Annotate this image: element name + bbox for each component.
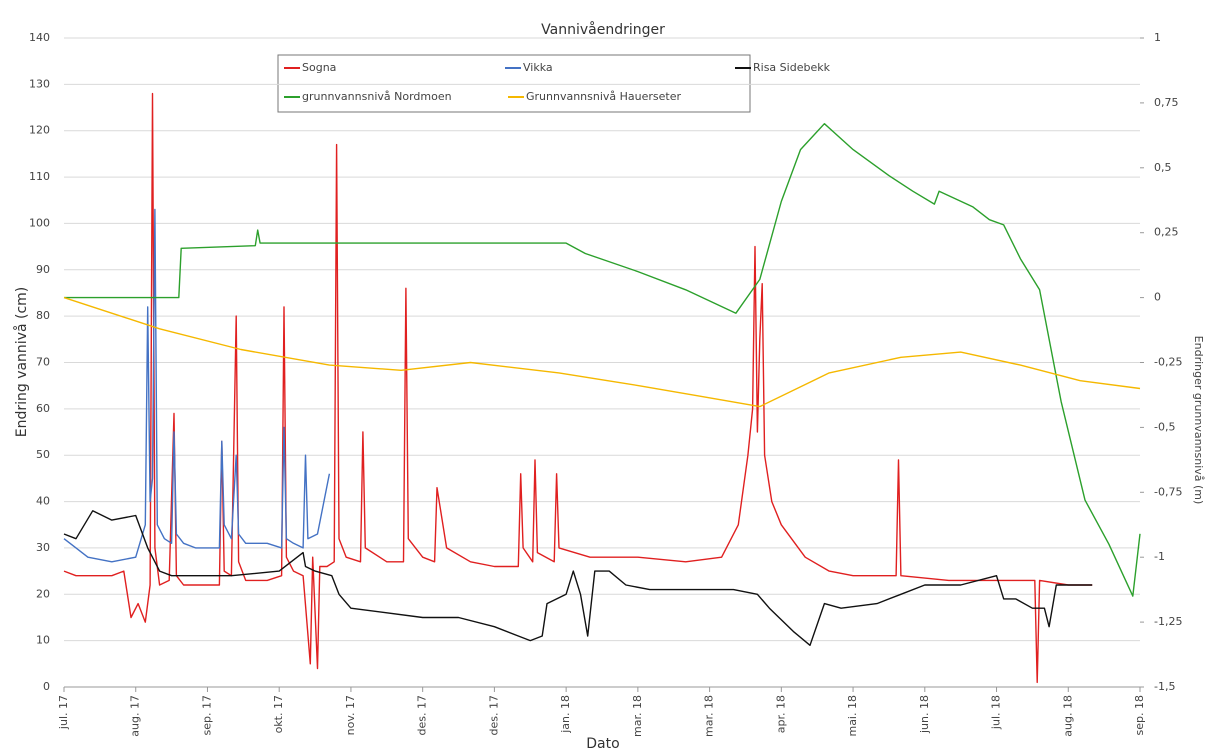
x-tick-label: mai. 18 [846, 695, 859, 737]
y-axis-label: Endring vannivå (cm) [13, 287, 30, 438]
y2-tick-label: 0 [1154, 291, 1161, 304]
legend-label: Vikka [523, 61, 553, 74]
legend-label: Grunnvannsnivå Hauerseter [526, 90, 682, 103]
series-line [63, 92, 1093, 684]
y-tick-label: 60 [36, 402, 50, 415]
y2-tick-label: 1 [1154, 31, 1161, 44]
y-tick-label: 90 [36, 263, 50, 276]
series-line [63, 510, 1093, 646]
x-tick-label: mar. 18 [703, 695, 716, 737]
y2-tick-label: -0,5 [1154, 420, 1175, 433]
legend-label: grunnvannsnivå Nordmoen [302, 90, 452, 103]
x-tick-label: jan. 18 [559, 695, 572, 734]
x-tick-label: jun. 18 [918, 695, 931, 734]
y-tick-label: 30 [36, 541, 50, 554]
x-tick-label: apr. 18 [774, 695, 787, 733]
y2-tick-label: 0,25 [1154, 226, 1179, 239]
x-tick-label: sep. 17 [200, 695, 213, 735]
series-line [63, 208, 331, 563]
y-tick-label: 50 [36, 448, 50, 461]
y2-tick-label: 0,5 [1154, 161, 1172, 174]
y2-tick-label: -0,75 [1154, 485, 1182, 498]
x-tick-label: des. 17 [487, 695, 500, 735]
y-tick-label: 10 [36, 634, 50, 647]
legend-box [277, 54, 751, 113]
y-tick-label: 140 [29, 31, 50, 44]
series-line [64, 122, 1141, 597]
y2-tick-label: -1,5 [1154, 680, 1175, 693]
x-tick-label: aug. 17 [129, 695, 142, 737]
x-tick-label: nov. 17 [344, 695, 357, 735]
y-tick-label: 70 [36, 356, 50, 369]
y2-tick-label: 0,75 [1154, 96, 1179, 109]
y-tick-label: 0 [43, 680, 50, 693]
x-tick-label: jul. 17 [57, 695, 70, 730]
y-tick-label: 110 [29, 170, 50, 183]
y-tick-label: 120 [29, 124, 50, 137]
y-tick-label: 40 [36, 495, 50, 508]
x-tick-label: aug. 18 [1061, 695, 1074, 737]
y2-tick-label: -1,25 [1154, 615, 1182, 628]
series-line [63, 296, 1141, 408]
x-tick-label: jul. 18 [990, 695, 1003, 730]
x-tick-label: sep. 18 [1133, 695, 1146, 735]
y2-tick-label: -0,25 [1154, 356, 1182, 369]
legend-label: Risa Sidebekk [753, 61, 831, 74]
y-tick-label: 130 [29, 77, 50, 90]
x-tick-label: des. 17 [416, 695, 429, 735]
x-tick-label: mar. 18 [631, 695, 644, 737]
y-tick-label: 100 [29, 216, 50, 229]
chart-title: Vannivåendringer [541, 21, 665, 38]
y2-axis-label: Endringer grunnvannsnivå (m) [1192, 336, 1205, 505]
x-tick-label: okt. 17 [272, 695, 285, 733]
y-tick-label: 20 [36, 587, 50, 600]
y2-tick-label: -1 [1154, 550, 1165, 563]
y-tick-label: 80 [36, 309, 50, 322]
x-axis-label: Dato [586, 736, 619, 751]
legend-label: Sogna [302, 61, 336, 74]
